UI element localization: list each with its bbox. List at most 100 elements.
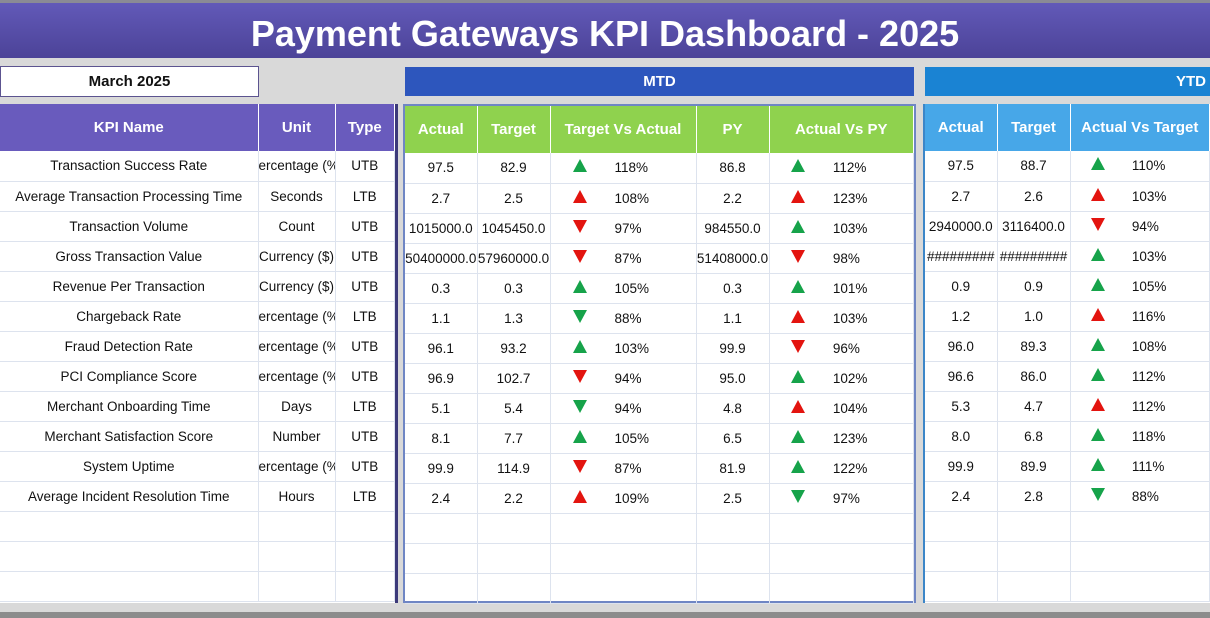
ytd-target: 89.9: [997, 451, 1071, 482]
table-row: ######### ######### 103%: [925, 241, 1210, 272]
kpi-type: UTB: [335, 271, 395, 302]
table-row: 1.2 1.0 116%: [925, 301, 1210, 332]
target-vs-actual-pct: 87%: [614, 460, 642, 476]
py-value: 86.8: [696, 153, 770, 184]
table-row: 8.1 7.7 105% 6.5 123%: [405, 423, 914, 454]
kpi-type: UTB: [335, 361, 395, 392]
table-row: 5.3 4.7 112%: [925, 391, 1210, 422]
py-value: 4.8: [696, 393, 770, 424]
empty-cell: [477, 513, 551, 544]
triangle-up-icon: [551, 189, 609, 207]
kpi-type: LTB: [335, 481, 395, 512]
triangle-up-icon: [770, 459, 827, 477]
table-row: 0.3 0.3 105% 0.3 101%: [405, 273, 914, 304]
ytd-target: 3116400.0: [997, 211, 1071, 242]
header-mtd-target: Target: [477, 106, 551, 153]
triangle-up-icon: [770, 219, 827, 237]
ytd-actual: 96.0: [925, 331, 998, 362]
actual-vs-py-pct: 123%: [832, 430, 868, 446]
py-value: 2.5: [696, 483, 770, 514]
header-mtd-actual: Actual: [405, 106, 478, 153]
mtd-target: 5.4: [477, 393, 551, 424]
empty-cell: [477, 543, 551, 574]
empty-cell: [335, 541, 395, 572]
empty-cell: [405, 513, 478, 544]
triangle-up-icon: [1071, 367, 1126, 385]
empty-row: [925, 571, 1210, 602]
ytd-target: 88.7: [997, 151, 1071, 182]
actual-vs-target: 116%: [1070, 301, 1210, 332]
mtd-target: 1045450.0: [477, 213, 551, 244]
py-value: 51408000.0: [696, 243, 770, 274]
mtd-table: Actual Target Target Vs Actual PY Actual…: [405, 106, 914, 604]
kpi-unit: ercentage (%: [258, 451, 336, 482]
table-row: Merchant Satisfaction Score Number UTB: [0, 421, 395, 452]
triangle-down-icon: [551, 219, 609, 237]
kpi-type: UTB: [335, 331, 395, 362]
triangle-up-icon: [1071, 307, 1126, 325]
actual-vs-target: 103%: [1070, 241, 1210, 272]
empty-cell: [1070, 511, 1210, 542]
triangle-down-icon: [770, 489, 827, 507]
actual-vs-target: 111%: [1070, 451, 1210, 482]
mtd-section-header: MTD: [405, 67, 914, 96]
kpi-type: UTB: [335, 451, 395, 482]
actual-vs-py-pct: 103%: [832, 310, 868, 326]
empty-row: [0, 541, 395, 572]
py-value: 81.9: [696, 453, 770, 484]
kpi-name: Transaction Volume: [0, 211, 259, 242]
triangle-down-icon: [770, 249, 827, 267]
table-row: Average Transaction Processing Time Secon…: [0, 181, 395, 212]
triangle-up-icon: [770, 369, 827, 387]
empty-cell: [769, 513, 914, 544]
actual-vs-target-pct: 88%: [1131, 488, 1159, 504]
mtd-actual: 2.7: [405, 183, 478, 214]
actual-vs-py-pct: 104%: [832, 400, 868, 416]
empty-cell: [0, 571, 259, 602]
ytd-actual: 96.6: [925, 361, 998, 392]
table-row: 96.9 102.7 94% 95.0 102%: [405, 363, 914, 394]
target-vs-actual-pct: 87%: [614, 250, 642, 266]
actual-vs-target: 112%: [1070, 391, 1210, 422]
triangle-up-icon: [551, 159, 609, 176]
mtd-target: 102.7: [477, 363, 551, 394]
table-row: 2.4 2.2 109% 2.5 97%: [405, 483, 914, 514]
triangle-up-icon: [1071, 277, 1126, 295]
target-vs-actual-pct: 109%: [614, 490, 650, 506]
month-selector[interactable]: March 2025: [0, 66, 259, 97]
empty-row: [0, 511, 395, 542]
mtd-target: 2.5: [477, 183, 551, 214]
empty-cell: [258, 541, 336, 572]
kpi-type: UTB: [335, 421, 395, 452]
triangle-up-icon: [770, 429, 827, 447]
empty-cell: [769, 543, 914, 574]
table-row: Fraud Detection Rate ercentage (% UTB: [0, 331, 395, 362]
actual-vs-py-pct: 101%: [832, 280, 868, 296]
empty-cell: [0, 511, 259, 542]
kpi-name: PCI Compliance Score: [0, 361, 259, 392]
empty-cell: [335, 511, 395, 542]
kpi-type: LTB: [335, 181, 395, 212]
target-vs-actual: 108%: [550, 183, 697, 214]
target-vs-actual: 94%: [550, 363, 697, 394]
actual-vs-target-pct: 94%: [1131, 218, 1159, 234]
ytd-section-header: YTD: [925, 67, 1210, 96]
mtd-actual: 8.1: [405, 423, 478, 454]
table-row: 2.4 2.8 88%: [925, 481, 1210, 512]
triangle-up-icon: [1071, 397, 1126, 415]
table-row: 99.9 114.9 87% 81.9 122%: [405, 453, 914, 484]
empty-cell: [696, 513, 770, 544]
ytd-table: Actual Target Actual Vs Target 97.5 88.7 1…: [925, 104, 1210, 602]
empty-cell: [1070, 571, 1210, 602]
mtd-actual: 96.1: [405, 333, 478, 364]
mtd-actual: 50400000.0: [405, 243, 478, 274]
actual-vs-target-pct: 116%: [1131, 308, 1166, 324]
empty-row: [405, 513, 914, 544]
ytd-target: 2.6: [997, 181, 1071, 212]
kpi-unit: Hours: [258, 481, 336, 512]
table-row: PCI Compliance Score ercentage (% UTB: [0, 361, 395, 392]
triangle-up-icon: [551, 429, 609, 447]
table-row: Transaction Volume Count UTB: [0, 211, 395, 242]
actual-vs-target-pct: 103%: [1131, 188, 1167, 204]
kpi-name: System Uptime: [0, 451, 259, 482]
